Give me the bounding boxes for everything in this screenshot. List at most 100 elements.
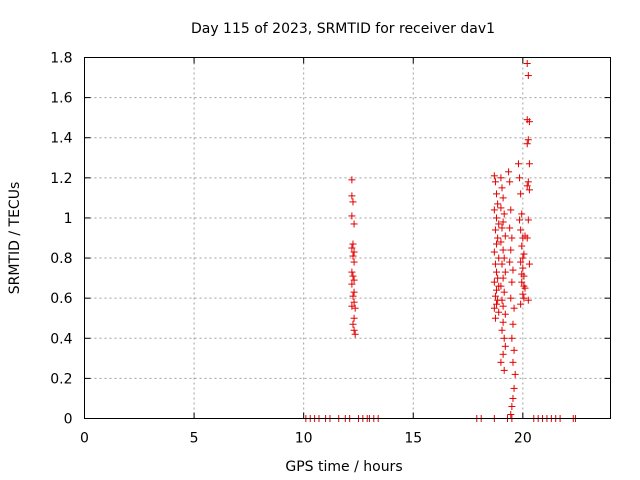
data-point [519, 264, 527, 272]
data-point [495, 308, 503, 316]
data-point [349, 240, 357, 248]
data-point [350, 258, 358, 266]
y-tick-label: 1.2 [50, 171, 72, 187]
data-point [510, 346, 518, 354]
data-point [490, 304, 498, 312]
y-axis-label: SRMTID / TECUs [7, 182, 23, 295]
data-point [519, 290, 527, 298]
data-point [501, 232, 509, 240]
data-point [524, 72, 532, 80]
data-point [493, 268, 501, 276]
data-point [493, 214, 501, 222]
data-point [517, 258, 525, 266]
data-point [520, 250, 528, 258]
data-point [348, 280, 356, 288]
data-point [520, 282, 528, 290]
y-tick-label: 0.2 [50, 371, 72, 387]
data-point [491, 292, 499, 300]
data-point [351, 330, 359, 338]
data-point [490, 172, 498, 180]
y-tick-label: 0 [64, 412, 73, 428]
data-point [490, 278, 498, 286]
data-point [523, 60, 531, 68]
data-point [348, 244, 356, 252]
data-point [500, 210, 508, 218]
data-point [500, 334, 508, 342]
data-point [516, 216, 524, 224]
data-point [497, 238, 505, 246]
data-point [495, 220, 503, 228]
x-axis-label: GPS time / hours [285, 459, 402, 475]
data-point [518, 278, 526, 286]
data-point [350, 248, 358, 256]
data-point [523, 140, 531, 148]
data-point [523, 182, 531, 190]
data-point [497, 282, 505, 290]
data-point [498, 296, 506, 304]
data-point [348, 176, 356, 184]
data-point [507, 206, 515, 214]
data-point [499, 246, 507, 254]
data-point [516, 174, 524, 182]
data-point [494, 234, 502, 242]
data-point [506, 178, 514, 186]
data-point [511, 370, 519, 378]
data-point [490, 248, 498, 256]
x-tick-label: 20 [514, 431, 532, 447]
data-point [497, 174, 505, 182]
data-point [524, 216, 532, 224]
x-tick-label: 0 [80, 431, 89, 447]
y-tick-label: 1 [64, 211, 73, 227]
y-tick-label: 1.6 [50, 91, 72, 107]
data-point [349, 272, 357, 280]
data-point [517, 300, 525, 308]
data-point [500, 254, 508, 262]
data-point [499, 302, 507, 310]
data-point [524, 136, 532, 144]
data-point [499, 350, 507, 358]
axis-ticks [84, 57, 611, 419]
data-point [350, 298, 358, 306]
data-point [517, 226, 525, 234]
data-point [491, 178, 499, 186]
data-point [525, 186, 533, 194]
plot-frame [84, 57, 611, 419]
data-point [350, 314, 358, 322]
data-point [351, 304, 359, 312]
data-point [350, 220, 358, 228]
y-tick-label: 1.8 [50, 51, 72, 67]
x-tick-label: 10 [295, 431, 313, 447]
data-point [499, 318, 507, 326]
data-point [500, 288, 508, 296]
data-point [491, 226, 499, 234]
data-point [509, 358, 517, 366]
data-point [348, 192, 356, 200]
data-point [348, 268, 356, 276]
x-tick-label: 15 [404, 431, 422, 447]
data-point [498, 224, 506, 232]
data-point [493, 190, 501, 198]
data-point [349, 198, 357, 206]
data-point [505, 168, 513, 176]
data-point [508, 234, 516, 242]
grid-lines [84, 57, 611, 419]
data-point [518, 210, 526, 218]
data-point [508, 402, 516, 410]
data-point [490, 206, 498, 214]
data-point [519, 254, 527, 262]
y-tick-label: 0.4 [50, 331, 72, 347]
data-point [498, 260, 506, 268]
data-point [349, 320, 357, 328]
data-point [525, 260, 533, 268]
data-point [497, 204, 505, 212]
data-point [509, 394, 517, 402]
y-tick-label: 0.6 [50, 291, 72, 307]
data-point [506, 258, 514, 266]
data-point [524, 178, 532, 186]
data-point [499, 194, 507, 202]
data-point [350, 276, 358, 284]
data-point [509, 266, 517, 274]
data-point [349, 252, 357, 260]
data-point [523, 234, 531, 242]
